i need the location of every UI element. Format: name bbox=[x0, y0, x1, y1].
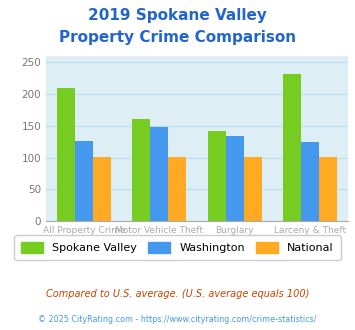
Bar bbox=[301, 143, 319, 221]
Legend: Spokane Valley, Washington, National: Spokane Valley, Washington, National bbox=[15, 235, 340, 260]
Bar bbox=[319, 157, 337, 221]
Text: Motor Vehicle Theft: Motor Vehicle Theft bbox=[115, 226, 203, 235]
Bar bbox=[57, 88, 75, 221]
Text: Burglary: Burglary bbox=[215, 226, 254, 235]
Bar bbox=[168, 157, 186, 221]
Bar bbox=[208, 131, 226, 221]
Text: 2019 Spokane Valley: 2019 Spokane Valley bbox=[88, 8, 267, 23]
Bar bbox=[93, 157, 111, 221]
Text: All Property Crime: All Property Crime bbox=[43, 226, 125, 235]
Text: Larceny & Theft: Larceny & Theft bbox=[274, 226, 346, 235]
Bar bbox=[244, 157, 262, 221]
Text: Arson: Arson bbox=[146, 239, 172, 248]
Bar bbox=[150, 127, 168, 221]
Bar bbox=[75, 141, 93, 221]
Text: Property Crime Comparison: Property Crime Comparison bbox=[59, 30, 296, 45]
Bar bbox=[132, 119, 150, 221]
Bar bbox=[283, 74, 301, 221]
Text: © 2025 CityRating.com - https://www.cityrating.com/crime-statistics/: © 2025 CityRating.com - https://www.city… bbox=[38, 315, 317, 324]
Bar bbox=[226, 136, 244, 221]
Text: Compared to U.S. average. (U.S. average equals 100): Compared to U.S. average. (U.S. average … bbox=[46, 289, 309, 299]
